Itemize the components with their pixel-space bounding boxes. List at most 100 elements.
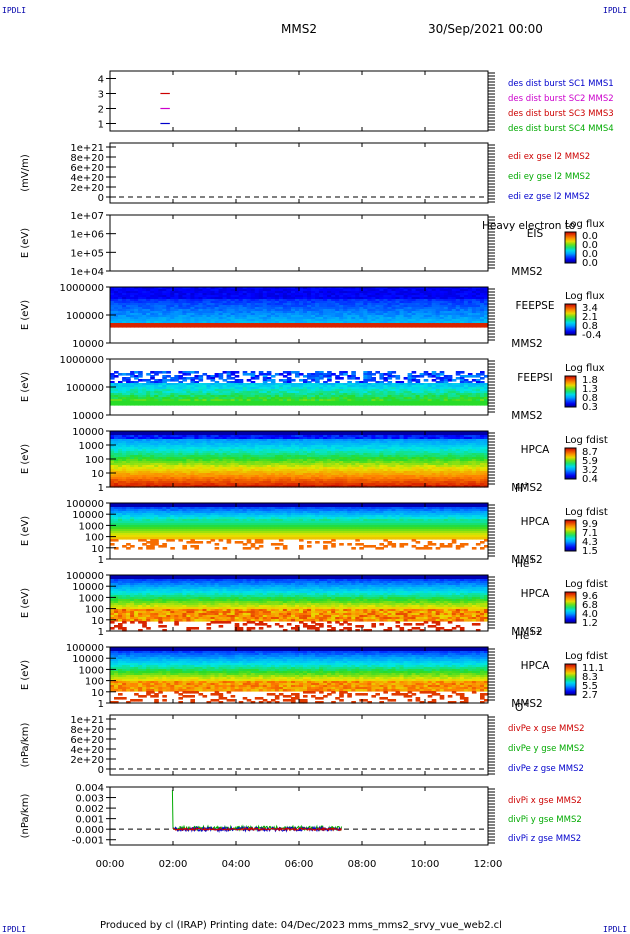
x-tick-label: 04:00: [222, 859, 251, 870]
colorbar-tick-label: 1.8: [582, 375, 598, 386]
spectrogram-hpca_he1: [110, 503, 489, 550]
panel-frame-1: [109, 142, 489, 204]
colorbar-tick-label: 0.8: [582, 393, 598, 404]
legend-entry: des dist burst SC1 MMS1: [508, 79, 614, 89]
y-tick-label: 1000: [79, 441, 104, 452]
y-tick-label: 0.004: [75, 783, 104, 794]
legend-entry: edi ey gse l2 MMS2: [508, 172, 590, 182]
series-line: [172, 825, 342, 834]
corner-label-bottom-right: IPDLI: [603, 925, 628, 934]
spectrogram-feepse: [110, 287, 489, 328]
spectrogram-hpca_he2: [110, 575, 489, 632]
instrument-label: HPCA: [521, 444, 551, 456]
y-tick-label: 1: [98, 120, 104, 131]
legend-entry: divPe y gse MMS2: [508, 744, 585, 754]
colorbar-title: Log flux: [565, 363, 605, 374]
y-axis-label: (mV/m): [20, 154, 31, 192]
spacecraft-label: MMS2: [511, 266, 542, 278]
y-tick-label: 10000: [72, 427, 104, 438]
colorbar: [564, 519, 577, 552]
colorbar-tick-label: 0.0: [582, 258, 598, 269]
colorbar-tick-label: 5.5: [582, 681, 598, 692]
colorbar-tick-label: -0.4: [582, 330, 602, 341]
instrument-label: HPCA: [521, 516, 551, 528]
date-title: 30/Sep/2021 00:00: [428, 22, 543, 36]
legend-entry: des dist burst SC3 MMS3: [508, 109, 614, 119]
colorbar-tick-label: 2.7: [582, 690, 598, 701]
colorbar-title: Log flux: [565, 291, 605, 302]
legend-entry: divPi y gse MMS2: [508, 815, 582, 825]
legend-entry: divPi x gse MMS2: [508, 796, 582, 806]
y-tick-label: 1: [98, 483, 104, 494]
y-tick-label: 1e+07: [70, 211, 104, 222]
y-tick-label: 3: [98, 90, 104, 101]
colorbar-title: Log fdist: [565, 435, 608, 446]
y-tick-label: 1e+21: [70, 143, 104, 154]
y-tick-label: 10000: [72, 654, 104, 665]
y-tick-label: 1000: [79, 593, 104, 604]
legend-entry: edi ez gse l2 MMS2: [508, 192, 590, 202]
y-tick-label: 1000: [79, 521, 104, 532]
colorbar-title: Log fdist: [565, 579, 608, 590]
x-tick-label: 12:00: [474, 859, 503, 870]
y-axis-label: E (eV): [20, 660, 31, 690]
spacecraft-label: MMS2: [511, 698, 542, 710]
colorbar: [564, 231, 577, 264]
y-tick-label: 4: [98, 75, 104, 86]
legend-entry: divPe z gse MMS2: [508, 764, 584, 774]
instrument-label: HPCA: [521, 660, 551, 672]
colorbar-tick-label: 3.2: [582, 465, 598, 476]
panel-frame-9: [109, 714, 489, 776]
y-tick-label: 1000000: [59, 283, 104, 294]
series-line: [171, 790, 342, 832]
legend-entry: divPe x gse MMS2: [508, 724, 585, 734]
colorbar-tick-label: 11.1: [582, 663, 604, 674]
spacecraft-title: MMS2: [281, 22, 317, 36]
y-tick-label: 10: [91, 469, 104, 480]
y-axis-label: E (eV): [20, 444, 31, 474]
corner-label-top-right: IPDLI: [603, 6, 628, 15]
series-line: [172, 826, 342, 832]
y-tick-label: 100: [85, 677, 104, 688]
colorbar-tick-label: 7.1: [582, 528, 598, 539]
y-axis-label: E (eV): [20, 516, 31, 546]
y-tick-label: 4e+20: [70, 745, 104, 756]
y-tick-label: 0: [98, 193, 104, 204]
y-tick-label: 4e+20: [70, 173, 104, 184]
y-tick-label: 100: [85, 533, 104, 544]
colorbar-tick-label: 1.5: [582, 546, 598, 557]
legend-entry: des dist burst SC4 MMS4: [508, 124, 614, 134]
plot-area: 1 2 3 4 des dist burst SC1 MMS1 des dist burs…: [20, 70, 614, 870]
y-tick-label: 1e+05: [70, 248, 104, 259]
colorbar-tick-label: 6.8: [582, 600, 598, 611]
colorbar-tick-label: 5.9: [582, 456, 598, 467]
colorbar-tick-label: 9.9: [582, 519, 598, 530]
y-tick-label: 8e+20: [70, 153, 104, 164]
y-tick-label: 100000: [66, 311, 104, 322]
species-label: He++: [515, 627, 542, 642]
spacecraft-label: MMS2: [511, 410, 542, 422]
y-tick-label: 10000: [72, 510, 104, 521]
x-tick-label: 00:00: [96, 859, 125, 870]
panel-frame-10: [109, 786, 489, 846]
colorbar: [564, 375, 577, 408]
y-axis-label: E (eV): [20, 300, 31, 330]
y-tick-label: 10: [91, 616, 104, 627]
panel-frame-0: [109, 70, 489, 132]
legend-entry: des dist burst SC2 MMS2: [508, 94, 614, 104]
y-tick-label: 1e+04: [70, 267, 104, 278]
legend-entry: edi ex gse l2 MMS2: [508, 152, 590, 162]
species-label: He+: [515, 555, 536, 570]
spacecraft-label: MMS2: [511, 482, 542, 494]
y-tick-label: 0.003: [75, 794, 104, 805]
y-tick-label: 1000: [79, 665, 104, 676]
colorbar-title: Log fdist: [565, 651, 608, 662]
instrument-label: FEEPSE: [516, 300, 555, 312]
y-tick-label: 2e+20: [70, 183, 104, 194]
y-tick-label: 1e+06: [70, 230, 104, 241]
spectrogram-hpca_h: [110, 431, 489, 488]
corner-label-bottom-left: IPDLI: [2, 925, 27, 934]
colorbar-tick-label: 4.0: [582, 609, 598, 620]
colorbar-tick-label: 2.1: [582, 312, 598, 323]
colorbar-tick-label: 0.0: [582, 240, 598, 251]
